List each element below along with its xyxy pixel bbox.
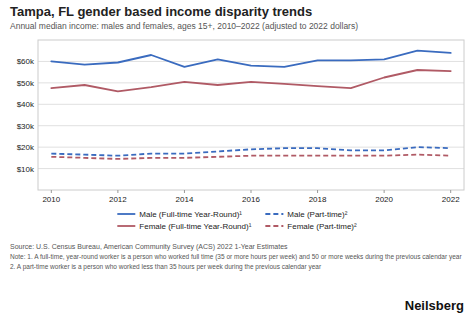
y-tick-label: $60k bbox=[17, 57, 35, 66]
x-tick-label: 2010 bbox=[42, 195, 60, 204]
series-line bbox=[51, 70, 450, 91]
grid-line bbox=[38, 147, 464, 148]
x-tick bbox=[117, 190, 118, 193]
grid-line bbox=[38, 168, 464, 169]
x-tick bbox=[317, 190, 318, 193]
x-tick bbox=[450, 190, 451, 193]
title: Tampa, FL gender based income disparity … bbox=[10, 4, 312, 19]
x-tick bbox=[184, 190, 185, 193]
lines bbox=[51, 51, 450, 159]
legend-label: Male (Part-time)² bbox=[287, 210, 347, 219]
y-tick-label: $20k bbox=[17, 143, 35, 152]
legend-label: Male (Full-time Year-Round)¹ bbox=[139, 210, 242, 219]
plot-frame bbox=[38, 40, 464, 190]
x-tick-label: 2014 bbox=[176, 195, 194, 204]
y-tick-label: $50k bbox=[17, 79, 35, 88]
legend-swatch bbox=[117, 225, 135, 227]
x-tick-label: 2022 bbox=[442, 195, 460, 204]
note: 2. A part-time worker is a person who wo… bbox=[10, 263, 322, 271]
legend-swatch bbox=[265, 213, 283, 215]
legend-label: Female (Full-time Year-Round)¹ bbox=[139, 222, 251, 231]
y-tick-label: $30k bbox=[17, 122, 35, 131]
series-line bbox=[51, 51, 450, 67]
legend-swatch bbox=[117, 213, 135, 215]
series-line bbox=[51, 155, 450, 159]
grid-line bbox=[38, 125, 464, 126]
y-tick-label: $40k bbox=[17, 100, 35, 109]
x-tick bbox=[384, 190, 385, 193]
x-tick-label: 2016 bbox=[242, 195, 260, 204]
x-tick bbox=[51, 190, 52, 193]
legend-swatch bbox=[265, 225, 283, 227]
chart: Tampa, FL gender based income disparity … bbox=[0, 0, 474, 316]
grid-line bbox=[38, 104, 464, 105]
x-tick-label: 2012 bbox=[109, 195, 127, 204]
legend: Male (Full-time Year-Round)¹ Male (Part-t… bbox=[117, 210, 357, 231]
grid-line bbox=[38, 61, 464, 62]
y-tick-label: $10k bbox=[17, 165, 35, 174]
branding: Neilsberg bbox=[405, 298, 464, 313]
x-tick-label: 2018 bbox=[309, 195, 327, 204]
subtitle: Annual median income: males and females,… bbox=[10, 21, 358, 31]
note: Note: 1. A full-time, year-round worker … bbox=[10, 253, 462, 261]
series-line bbox=[51, 147, 450, 156]
x-tick bbox=[251, 190, 252, 193]
legend-label: Female (Part-time)² bbox=[287, 222, 357, 231]
note: Source: U.S. Census Bureau, American Com… bbox=[10, 243, 288, 251]
x-tick-label: 2020 bbox=[375, 195, 393, 204]
